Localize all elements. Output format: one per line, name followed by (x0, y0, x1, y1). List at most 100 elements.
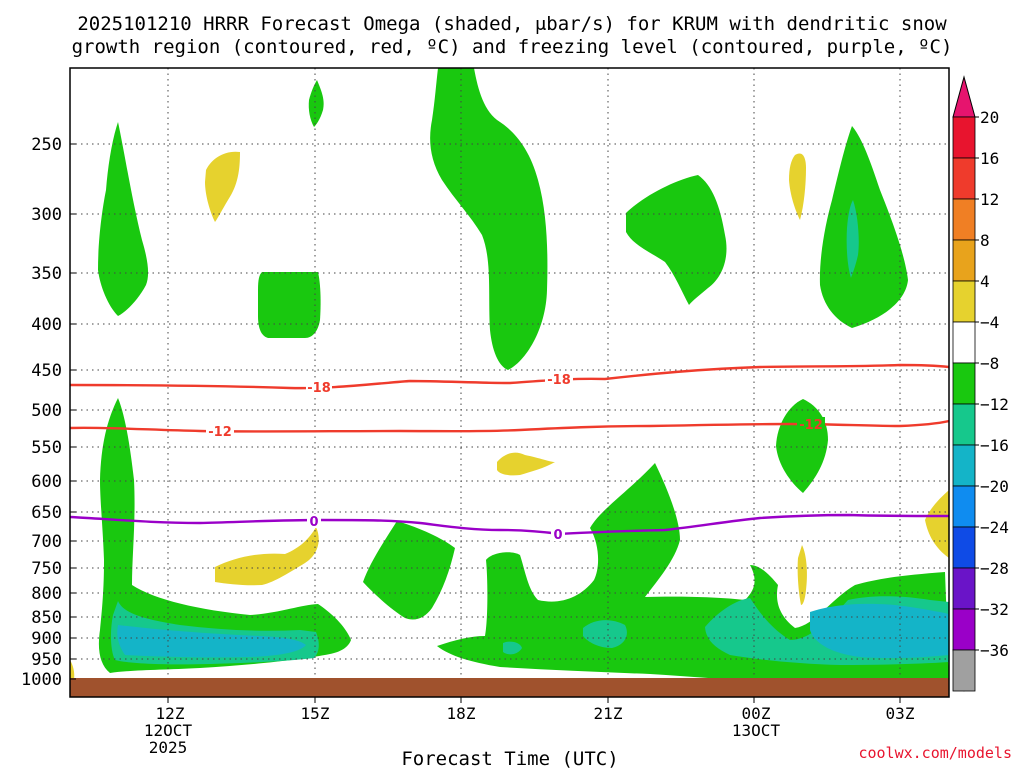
omega-region-yellow (797, 545, 807, 605)
omega-region-green (626, 175, 727, 305)
y-tick-label: 900 (31, 629, 62, 649)
contour-label-minus12: -12 (799, 418, 823, 433)
y-tick-label: 600 (31, 472, 62, 492)
omega-region-yellow (925, 490, 949, 558)
contour-label-freezing: 0 (309, 515, 318, 530)
y-tick-label: 700 (31, 532, 62, 552)
omega-region-cyan (810, 603, 949, 659)
y-tick-label: 550 (31, 438, 62, 458)
omega-region-cyan (117, 625, 306, 658)
colorbar-swatch (952, 608, 976, 651)
contour-label-bg (307, 514, 321, 528)
plot-frame (69, 67, 950, 698)
y-tick-label: 950 (31, 650, 62, 670)
contour-label-bg (797, 417, 825, 431)
colorbar-label: −36 (980, 641, 1009, 660)
y-tick-label: 750 (31, 559, 62, 579)
colorbar-label: −4 (980, 313, 999, 332)
y-tick-label: 450 (31, 361, 62, 381)
colorbar-label: 8 (980, 231, 990, 250)
colorbar-swatch (952, 362, 976, 405)
colorbar-swatch (952, 321, 976, 364)
contour-line-minus18 (70, 363, 949, 390)
y-tick-label: 250 (31, 135, 62, 155)
colorbar-label: −24 (980, 518, 1009, 537)
x-axis-title: Forecast Time (UTC) (401, 748, 618, 768)
x-tick-sublabel: 2025 (149, 738, 188, 757)
omega-region-green (258, 272, 321, 338)
omega-region-green (819, 126, 908, 328)
colorbar-top-arrow (952, 75, 976, 118)
colorbar-label: −8 (980, 354, 999, 373)
contour-label-minus12: -12 (208, 425, 232, 440)
colorbar-swatch (952, 444, 976, 487)
omega-region-green (98, 398, 351, 673)
contour-label-bg (545, 372, 573, 386)
x-tick-sublabel: 13OCT (732, 721, 781, 740)
omega-region-teal (583, 620, 627, 648)
omega-region-yellow (789, 153, 806, 220)
omega-region-yellow (215, 527, 319, 586)
colorbar-swatch (952, 649, 976, 692)
y-axis: 250 300 350 400 450 500 550 600 650 700 … (21, 135, 76, 690)
omega-region-green (363, 521, 455, 620)
colorbar-label: −12 (980, 395, 1009, 414)
chart-title-line-2: growth region (contoured, red, ºC) and f… (72, 36, 953, 58)
contour-label-minus18: -18 (547, 373, 571, 388)
plot-area: -18 -18 -12 -12 0 0 (70, 68, 949, 697)
colorbar-label: 20 (980, 108, 999, 127)
contour-label-minus18: -18 (307, 381, 331, 396)
contour-label-freezing: 0 (553, 528, 562, 543)
omega-region-teal (846, 200, 859, 278)
colorbar-swatch (952, 526, 976, 569)
y-tick-label: 300 (31, 205, 62, 225)
omega-cyan-regions (117, 603, 949, 659)
x-tick-sublabel: 12OCT (144, 721, 193, 740)
y-tick-label: 350 (31, 264, 62, 284)
omega-region-yellow (70, 660, 75, 680)
colorbar-label: 4 (980, 272, 990, 291)
x-tick-label: 03Z (886, 704, 915, 723)
contour-label-bg (206, 424, 234, 438)
y-tick-label: 800 (31, 584, 62, 604)
x-tick-label: 00Z (742, 704, 771, 723)
colorbar-label: −28 (980, 559, 1009, 578)
y-tick-label: 850 (31, 608, 62, 628)
colorbar-label: 16 (980, 149, 999, 168)
contour-label-bg (551, 527, 565, 541)
colorbar-label: −20 (980, 477, 1009, 496)
contour-line-freezing (70, 513, 949, 536)
colorbar-swatch (952, 280, 976, 323)
y-tick-label: 1000 (21, 670, 62, 690)
colorbar-swatch (952, 567, 976, 610)
colorbar-swatch (952, 403, 976, 446)
omega-region-teal (503, 641, 522, 655)
x-tick-label: 21Z (594, 704, 623, 723)
omega-yellow-regions (70, 151, 949, 680)
omega-region-green (98, 122, 149, 316)
y-tick-label: 500 (31, 401, 62, 421)
x-tick-label: 12Z (156, 704, 185, 723)
colorbar-swatch (952, 198, 976, 241)
colorbar-label: −16 (980, 436, 1009, 455)
x-tick-label: 15Z (301, 704, 330, 723)
x-tick-label: 18Z (447, 704, 476, 723)
omega-region-green (430, 68, 548, 370)
omega-region-green (308, 80, 324, 127)
x-axis: 12Z 12OCT 2025 15Z 18Z 21Z 00Z 13OCT 03Z… (144, 697, 915, 768)
colorbar: 20 16 12 8 4 −4 −8 −12 −16 −20 −24 −28 −32 −36 (952, 75, 1009, 692)
y-tick-label: 400 (31, 315, 62, 335)
colorbar-label: −32 (980, 600, 1009, 619)
colorbar-swatch (952, 116, 976, 159)
omega-region-yellow (205, 151, 240, 222)
contour-label-bg (306, 380, 332, 394)
credit-text: coolwx.com/models (858, 744, 1012, 762)
chart-title-line-1: 2025101210 HRRR Forecast Omega (shaded, … (77, 13, 947, 35)
terrain-ground (70, 678, 949, 697)
colorbar-swatch (952, 157, 976, 200)
colorbar-swatch (952, 239, 976, 282)
colorbar-swatch (952, 485, 976, 528)
omega-region-yellow (497, 452, 555, 476)
colorbar-label: 12 (980, 190, 999, 209)
